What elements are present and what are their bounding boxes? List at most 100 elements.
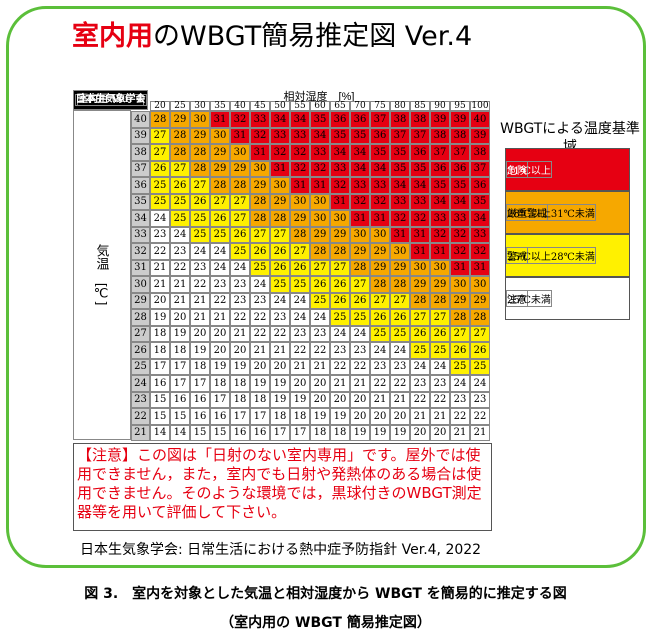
wbgt-cell: 19: [150, 309, 170, 326]
wbgt-cell: 17: [230, 408, 250, 425]
wbgt-cell: 36: [370, 127, 390, 144]
wbgt-cell: 32: [230, 111, 250, 128]
wbgt-cell: 31: [350, 210, 370, 227]
temp-header: 39: [131, 127, 150, 144]
wbgt-cell: 17: [270, 424, 290, 441]
wbgt-cell: 27: [330, 259, 350, 276]
wbgt-cell: 28: [470, 309, 490, 326]
wbgt-cell: 23: [230, 276, 250, 293]
wbgt-cell: 36: [450, 160, 470, 177]
wbgt-cell: 20: [350, 391, 370, 408]
wbgt-cell: 23: [470, 391, 490, 408]
wbgt-cell: 14: [170, 424, 190, 441]
corner-bottom: 日本生気象学会: [74, 94, 147, 106]
wbgt-cell: 19: [170, 325, 190, 342]
wbgt-cell: 21: [230, 325, 250, 342]
wbgt-cell: 22: [290, 342, 310, 359]
wbgt-cell: 37: [430, 144, 450, 161]
wbgt-cell: 19: [230, 358, 250, 375]
humidity-header: 35: [210, 101, 230, 111]
wbgt-cell: 31: [270, 160, 290, 177]
humidity-header: 25: [170, 101, 190, 111]
wbgt-cell: 23: [410, 375, 430, 392]
wbgt-cell: 23: [330, 342, 350, 359]
wbgt-cell: 32: [330, 177, 350, 194]
wbgt-cell: 25: [290, 276, 310, 293]
caption: 図 3. 室内を対象とした気温と相対湿度から WBGT を簡易的に推定する図: [84, 586, 567, 602]
humidity-header: 40: [230, 101, 250, 111]
wbgt-cell: 29: [370, 259, 390, 276]
wbgt-cell: 34: [430, 193, 450, 210]
wbgt-cell: 28: [170, 144, 190, 161]
wbgt-cell: 38: [470, 144, 490, 161]
wbgt-cell: 21: [210, 309, 230, 326]
wbgt-cell: 23: [150, 226, 170, 243]
wbgt-cell: 40: [470, 111, 490, 128]
wbgt-cell: 28: [450, 309, 470, 326]
wbgt-cell: 38: [390, 111, 410, 128]
wbgt-cell: 20: [410, 424, 430, 441]
wbgt-cell: 28: [250, 210, 270, 227]
wbgt-cell: 24: [170, 226, 190, 243]
wbgt-cell: 18: [150, 325, 170, 342]
wbgt-cell: 36: [410, 144, 430, 161]
wbgt-cell: 22: [250, 325, 270, 342]
wbgt-cell: 26: [330, 292, 350, 309]
wbgt-cell: 21: [390, 391, 410, 408]
wbgt-cell: 24: [270, 292, 290, 309]
wbgt-cell: 26: [270, 243, 290, 260]
source: 日本生気象学会: 日常生活における熱中症予防指針 Ver.4, 2022: [80, 542, 482, 558]
wbgt-cell: 29: [210, 160, 230, 177]
wbgt-cell: 35: [330, 127, 350, 144]
wbgt-cell: 18: [330, 424, 350, 441]
wbgt-cell: 30: [470, 276, 490, 293]
wbgt-cell: 30: [290, 193, 310, 210]
wbgt-cell: 27: [410, 309, 430, 326]
wbgt-cell: 17: [210, 391, 230, 408]
wbgt-cell: 22: [190, 276, 210, 293]
wbgt-cell: 31: [250, 144, 270, 161]
wbgt-cell: 17: [170, 358, 190, 375]
wbgt-cell: 36: [330, 111, 350, 128]
temp-header: 31: [131, 259, 150, 276]
wbgt-cell: 26: [310, 276, 330, 293]
wbgt-cell: 26: [150, 160, 170, 177]
wbgt-cell: 21: [310, 358, 330, 375]
humidity-header: 80: [390, 101, 410, 111]
wbgt-cell: 27: [350, 276, 370, 293]
wbgt-cell: 29: [350, 243, 370, 260]
wbgt-cell: 32: [470, 243, 490, 260]
wbgt-cell: 29: [210, 144, 230, 161]
wbgt-cell: 25: [210, 226, 230, 243]
wbgt-cell: 28: [350, 259, 370, 276]
wbgt-cell: 25: [390, 325, 410, 342]
wbgt-cell: 32: [410, 210, 430, 227]
wbgt-cell: 29: [330, 226, 350, 243]
wbgt-cell: 33: [330, 160, 350, 177]
wbgt-cell: 18: [150, 342, 170, 359]
wbgt-cell: 30: [370, 226, 390, 243]
wbgt-cell: 21: [170, 292, 190, 309]
wbgt-cell: 32: [270, 144, 290, 161]
wbgt-cell: 36: [470, 177, 490, 194]
temp-label: 気温 [℃]: [73, 110, 131, 440]
wbgt-cell: 24: [390, 342, 410, 359]
wbgt-cell: 39: [450, 111, 470, 128]
wbgt-cell: 21: [370, 391, 390, 408]
wbgt-cell: 28: [210, 177, 230, 194]
humidity-header: 60: [310, 101, 330, 111]
wbgt-cell: 29: [470, 292, 490, 309]
wbgt-cell: 30: [330, 210, 350, 227]
wbgt-cell: 22: [450, 408, 470, 425]
wbgt-cell: 27: [390, 292, 410, 309]
wbgt-cell: 21: [190, 309, 210, 326]
temp-header: 35: [131, 193, 150, 210]
wbgt-cell: 33: [290, 127, 310, 144]
wbgt-cell: 34: [350, 160, 370, 177]
wbgt-cell: 31: [470, 259, 490, 276]
humidity-header: 30: [190, 101, 210, 111]
wbgt-cell: 25: [370, 325, 390, 342]
wbgt-cell: 24: [190, 243, 210, 260]
wbgt-cell: 30: [450, 276, 470, 293]
wbgt-cell: 38: [410, 111, 430, 128]
